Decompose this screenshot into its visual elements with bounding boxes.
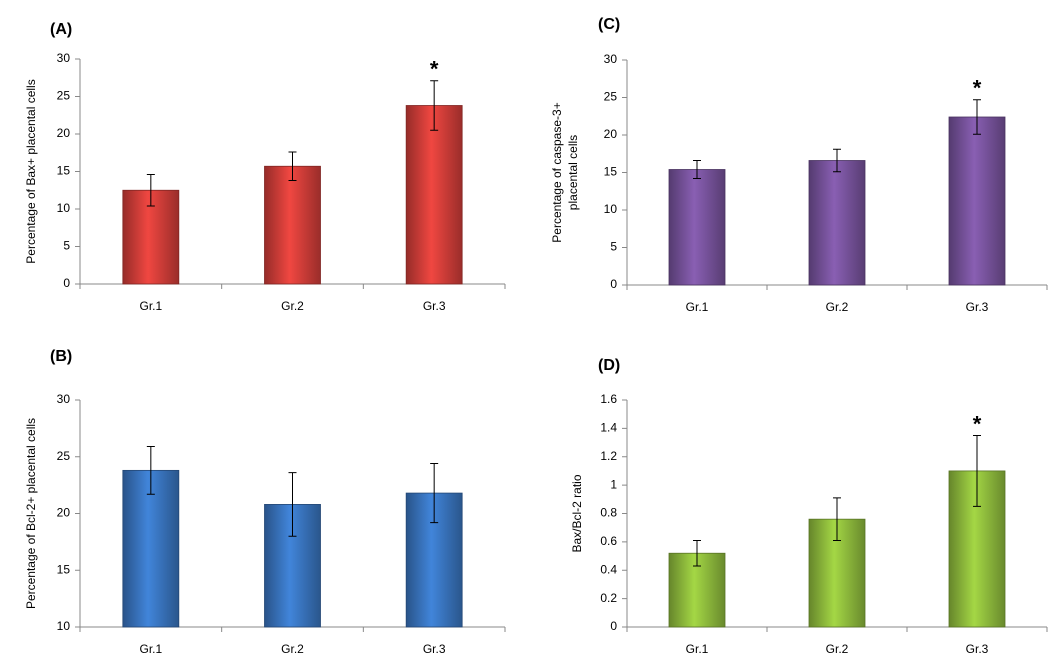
y-axis-label: Percentage of caspase-3+ (550, 102, 564, 242)
significance-mark: * (430, 57, 439, 82)
x-tick-label: Gr.3 (966, 642, 989, 656)
error-bar (288, 472, 297, 537)
y-tick-label: 0.6 (600, 534, 617, 548)
bar (122, 469, 180, 628)
error-bar (288, 151, 297, 181)
error-bar (833, 497, 841, 541)
panel-label: (D) (598, 357, 620, 374)
error-bar (833, 148, 841, 173)
bar (808, 160, 866, 286)
y-tick-label: 1.4 (600, 421, 617, 435)
y-tick-label: 25 (604, 90, 618, 104)
y-tick-label: 15 (604, 165, 618, 179)
y-tick-label: 30 (604, 52, 618, 66)
x-tick-label: Gr.2 (281, 642, 304, 656)
y-axis-label: Percentage of Bcl-2+ placental cells (24, 418, 38, 609)
error-bar (146, 174, 155, 207)
y-axis-label: Bax/Bcl-2 ratio (570, 474, 584, 552)
significance-mark: * (973, 411, 982, 436)
x-tick-label: Gr.1 (686, 300, 709, 314)
y-tick-label: 10 (57, 201, 71, 215)
y-tick-label: 25 (57, 89, 71, 103)
y-tick-label: 10 (57, 619, 71, 633)
y-tick-label: 20 (57, 506, 71, 520)
x-tick-label: Gr.2 (826, 300, 849, 314)
y-tick-label: 10 (604, 202, 618, 216)
y-tick-label: 5 (610, 240, 617, 254)
y-tick-label: 1.6 (600, 392, 617, 406)
error-bar (430, 463, 439, 524)
y-tick-label: 20 (57, 126, 71, 140)
bar (405, 105, 463, 285)
significance-mark: * (973, 76, 982, 101)
x-tick-label: Gr.3 (423, 642, 446, 656)
x-tick-label: Gr.1 (139, 642, 162, 656)
y-axis-label: placental cells (566, 135, 580, 210)
y-tick-label: 0.8 (600, 506, 617, 520)
bar (668, 169, 726, 286)
y-tick-label: 30 (57, 51, 71, 65)
error-bar (430, 80, 439, 131)
y-tick-label: 0 (610, 277, 617, 291)
panel-label: (C) (598, 16, 620, 33)
error-bar (693, 539, 701, 567)
y-tick-label: 1 (610, 477, 617, 491)
error-bar (973, 99, 981, 135)
y-tick-label: 15 (57, 164, 71, 178)
error-bar (146, 446, 155, 495)
error-bar (973, 434, 981, 507)
y-tick-label: 0.4 (600, 562, 617, 576)
y-tick-label: 0.2 (600, 591, 617, 605)
y-tick-label: 0 (63, 276, 70, 290)
panel-label: (A) (50, 21, 72, 38)
y-tick-label: 30 (57, 392, 71, 406)
panel-label: (B) (50, 348, 72, 365)
y-tick-label: 25 (57, 449, 71, 463)
error-bar (693, 160, 701, 179)
y-tick-label: 5 (63, 239, 70, 253)
y-tick-label: 20 (604, 127, 618, 141)
bar (948, 116, 1006, 286)
bar (264, 165, 321, 285)
x-tick-label: Gr.1 (139, 299, 162, 313)
y-axis-label: Percentage of Bax+ placental cells (24, 79, 38, 263)
y-tick-label: 15 (57, 562, 71, 576)
x-tick-label: Gr.2 (826, 642, 849, 656)
x-tick-label: Gr.3 (966, 300, 989, 314)
x-tick-label: Gr.3 (423, 299, 446, 313)
y-tick-label: 1.2 (600, 449, 617, 463)
y-tick-label: 0 (610, 619, 617, 633)
x-tick-label: Gr.2 (281, 299, 304, 313)
x-tick-label: Gr.1 (686, 642, 709, 656)
